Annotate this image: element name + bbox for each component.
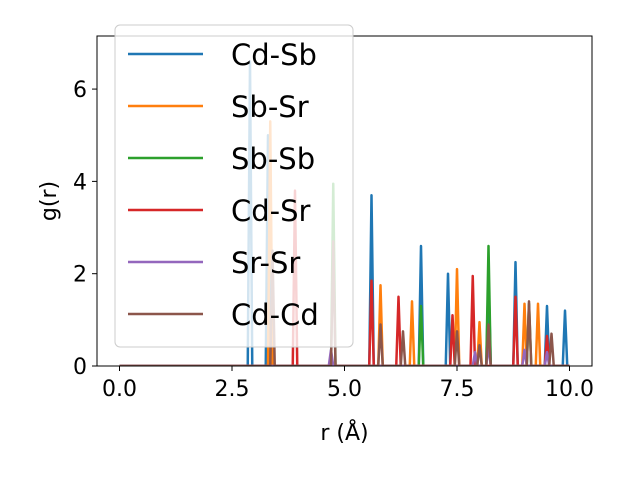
legend-label: Cd-Sr: [231, 194, 311, 228]
legend-label: Cd-Sb: [231, 38, 317, 72]
legend-label: Sb-Sb: [231, 142, 315, 176]
x-tick-label: 2.5: [215, 377, 250, 402]
y-axis-label: g(r): [37, 181, 62, 221]
legend-label: Sb-Sr: [231, 90, 309, 124]
series-line-cd-sr: [119, 189, 570, 366]
series-line-sb-sr: [119, 120, 570, 366]
x-axis-label: r (Å): [320, 419, 368, 446]
legend-label: Sr-Sr: [231, 246, 300, 280]
x-tick-label: 0.0: [102, 377, 137, 402]
x-tick-label: 7.5: [440, 377, 475, 402]
legend-label: Cd-Cd: [231, 298, 319, 332]
y-tick-label: 4: [73, 170, 87, 195]
y-tick-label: 0: [73, 355, 87, 380]
y-tick-label: 6: [73, 78, 87, 103]
x-tick-label: 5.0: [327, 377, 362, 402]
y-tick-label: 2: [73, 263, 87, 288]
x-axis: 0.0 2.5 5.0 7.5 10.0: [102, 366, 594, 402]
legend: Cd-Sb Sb-Sr Sb-Sb Cd-Sr Sr-Sr Cd-Cd: [114, 24, 354, 348]
series-layer: [119, 60, 570, 366]
series-line-sr-sr: [119, 343, 570, 366]
x-tick-label: 10.0: [545, 377, 594, 402]
y-axis: 0 2 4 6: [73, 78, 97, 380]
